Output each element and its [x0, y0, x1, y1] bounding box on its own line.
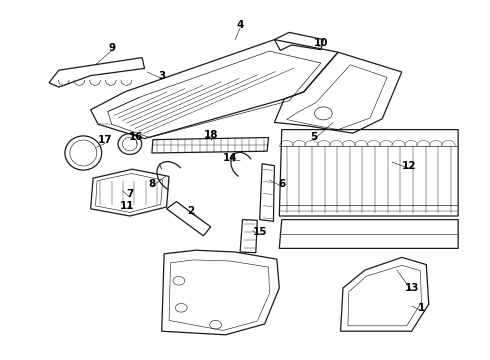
Text: 4: 4: [236, 20, 244, 30]
Text: 14: 14: [223, 153, 238, 163]
Text: 3: 3: [158, 71, 165, 81]
Text: 12: 12: [402, 161, 416, 171]
Text: 17: 17: [98, 135, 113, 145]
Text: 16: 16: [129, 132, 144, 142]
Text: 1: 1: [418, 303, 425, 313]
Text: 7: 7: [126, 189, 134, 199]
Text: 18: 18: [203, 130, 218, 140]
Text: 11: 11: [120, 201, 135, 211]
Text: 15: 15: [252, 227, 267, 237]
Text: 9: 9: [108, 42, 115, 53]
Text: 5: 5: [310, 132, 317, 142]
Text: 10: 10: [314, 38, 328, 48]
Text: 6: 6: [278, 179, 285, 189]
Text: 13: 13: [404, 283, 419, 293]
Text: 2: 2: [188, 206, 195, 216]
Text: 8: 8: [148, 179, 155, 189]
